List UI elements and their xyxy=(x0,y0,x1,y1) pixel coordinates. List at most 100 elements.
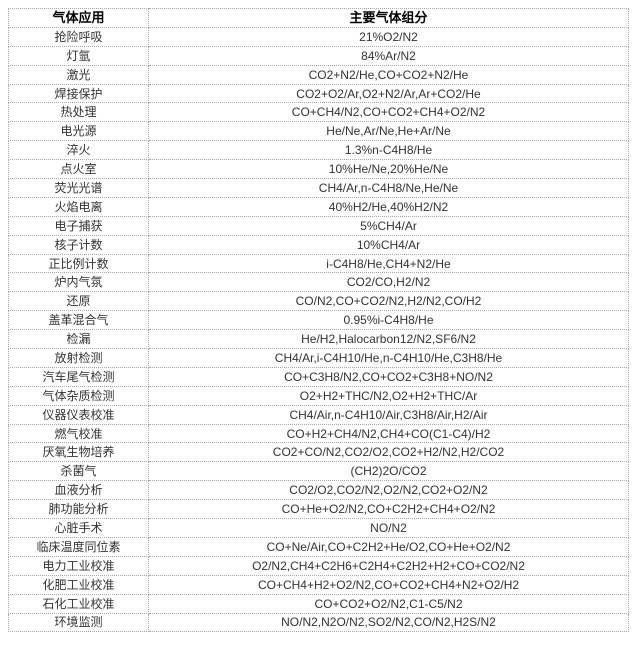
table-body: 抢险呼吸 21%O2/N2 灯氩 84%Ar/N2 激光 CO2+N2/He,CO+CO2… xyxy=(8,26,629,633)
table-row: 临床温度同位素 CO+Ne/Air,CO+C2H2+He/O2,CO+He+O2/… xyxy=(8,536,629,557)
application-cell: 杀菌气 xyxy=(8,461,149,482)
application-cell: 盖革混合气 xyxy=(8,310,149,331)
components-cell: O2+H2+THC/N2,O2+H2+THC/Ar xyxy=(148,385,629,406)
application-cell: 气体杂质检测 xyxy=(8,385,149,406)
components-cell: CO+He+O2/N2,CO+C2H2+CH4+O2/N2 xyxy=(148,499,629,520)
components-cell: CO2/CO,H2/N2 xyxy=(148,272,629,293)
application-cell: 燃气校准 xyxy=(8,423,149,444)
header-row: 气体应用 主要气体组分 xyxy=(8,8,629,28)
table-row: 肺功能分析 CO+He+O2/N2,CO+C2H2+CH4+O2/N2 xyxy=(8,499,629,520)
components-cell: 21%O2/N2 xyxy=(148,26,629,47)
application-cell: 化肥工业校准 xyxy=(8,574,149,595)
components-cell: CO+H2+CH4/N2,CH4+CO(C1-C4)/H2 xyxy=(148,423,629,444)
components-cell: 0.95%i-C4H8/He xyxy=(148,310,629,331)
table-row: 放射检测 CH4/Ar,i-C4H10/He,n-C4H10/He,C3H8/He xyxy=(8,348,629,368)
application-cell: 正比例计数 xyxy=(8,253,149,274)
application-cell: 电力工业校准 xyxy=(8,555,149,576)
application-cell: 还原 xyxy=(8,291,149,312)
table-row: 心脏手术 NO/N2 xyxy=(8,518,629,538)
components-cell: 5%CH4/Ar xyxy=(148,215,629,236)
components-cell: CO2+O2/Ar,O2+N2/Ar,Ar+CO2/He xyxy=(148,83,629,104)
table-row: 气体杂质检测 O2+H2+THC/N2,O2+H2+THC/Ar xyxy=(8,385,629,406)
components-cell: 1.3%n-C4H8/He xyxy=(148,140,629,161)
table-row: 电力工业校准 O2/N2,CH4+C2H6+C2H4+C2H2+H2+CO+CO2… xyxy=(8,555,629,576)
application-cell: 灯氩 xyxy=(8,45,149,66)
components-cell: NO/N2 xyxy=(148,518,629,538)
application-cell: 环境监测 xyxy=(8,612,149,633)
components-cell: He/H2,Halocarbon12/N2,SF6/N2 xyxy=(148,329,629,350)
application-cell: 血液分析 xyxy=(8,480,149,501)
application-cell: 心脏手术 xyxy=(8,518,149,538)
table-row: 厌氧生物培养 CO2+CO/N2,CO2/O2,CO2+H2/N2,H2/CO2 xyxy=(8,442,629,463)
application-cell: 淬火 xyxy=(8,140,149,161)
components-cell: 40%H2/He,40%H2/N2 xyxy=(148,196,629,217)
components-cell: CO2/O2,CO2/N2,O2/N2,CO2+O2/N2 xyxy=(148,480,629,501)
components-cell: CO+C3H8/N2,CO+CO2+C3H8+NO/N2 xyxy=(148,366,629,387)
components-cell: He/Ne,Ar/Ne,He+Ar/Ne xyxy=(148,121,629,142)
components-cell: 10%CH4/Ar xyxy=(148,234,629,255)
table-row: 杀菌气 (CH2)2O/CO2 xyxy=(8,461,629,482)
application-cell: 仪器仪表校准 xyxy=(8,404,149,425)
table-row: 核子计数 10%CH4/Ar xyxy=(8,234,629,255)
components-cell: CO2+CO/N2,CO2/O2,CO2+H2/N2,H2/CO2 xyxy=(148,442,629,463)
components-cell: 10%He/Ne,20%He/Ne xyxy=(148,159,629,180)
table-row: 电子捕获 5%CH4/Ar xyxy=(8,215,629,236)
application-cell: 热处理 xyxy=(8,102,149,123)
table-row: 淬火 1.3%n-C4H8/He xyxy=(8,140,629,161)
components-cell: CO+CH4/N2,CO+CO2+CH4+O2/N2 xyxy=(148,102,629,123)
application-cell: 激光 xyxy=(8,64,149,85)
application-cell: 石化工业校准 xyxy=(8,593,149,614)
gas-application-table: 气体应用 主要气体组分 抢险呼吸 21%O2/N2 灯氩 84%Ar/N2 激光 CO2+… xyxy=(8,8,629,633)
application-cell: 厌氧生物培养 xyxy=(8,442,149,463)
table-row: 抢险呼吸 21%O2/N2 xyxy=(8,26,629,47)
application-cell: 临床温度同位素 xyxy=(8,536,149,557)
components-cell: i-C4H8/He,CH4+N2/He xyxy=(148,253,629,274)
application-cell: 电子捕获 xyxy=(8,215,149,236)
table-row: 环境监测 NO/N2,N2O/N2,SO2/N2,CO/N2,H2S/N2 xyxy=(8,612,629,633)
application-cell: 放射检测 xyxy=(8,348,149,368)
table-row: 电光源 He/Ne,Ar/Ne,He+Ar/Ne xyxy=(8,121,629,142)
table-row: 化肥工业校准 CO+CH4+H2+O2/N2,CO+CO2+CH4+N2+O2/H… xyxy=(8,574,629,595)
components-cell: 84%Ar/N2 xyxy=(148,45,629,66)
application-cell: 炉内气氛 xyxy=(8,272,149,293)
table-row: 火焰电离 40%H2/He,40%H2/N2 xyxy=(8,196,629,217)
application-cell: 抢险呼吸 xyxy=(8,26,149,47)
table-row: 石化工业校准 CO+CO2+O2/N2,C1-C5/N2 xyxy=(8,593,629,614)
header-gas-application: 气体应用 xyxy=(8,8,149,28)
components-cell: CO+CH4+H2+O2/N2,CO+CO2+CH4+N2+O2/H2 xyxy=(148,574,629,595)
components-cell: (CH2)2O/CO2 xyxy=(148,461,629,482)
components-cell: O2/N2,CH4+C2H6+C2H4+C2H2+H2+CO+CO2/N2 xyxy=(148,555,629,576)
application-cell: 检漏 xyxy=(8,329,149,350)
components-cell: CH4/Air,n-C4H10/Air,C3H8/Air,H2/Air xyxy=(148,404,629,425)
components-cell: CH4/Ar,i-C4H10/He,n-C4H10/He,C3H8/He xyxy=(148,348,629,368)
components-cell: CO2+N2/He,CO+CO2+N2/He xyxy=(148,64,629,85)
table-header: 气体应用 主要气体组分 xyxy=(8,8,629,28)
header-main-gas-components: 主要气体组分 xyxy=(148,8,629,28)
application-cell: 火焰电离 xyxy=(8,196,149,217)
table-row: 检漏 He/H2,Halocarbon12/N2,SF6/N2 xyxy=(8,329,629,350)
table-row: 热处理 CO+CH4/N2,CO+CO2+CH4+O2/N2 xyxy=(8,102,629,123)
table-row: 盖革混合气 0.95%i-C4H8/He xyxy=(8,310,629,331)
application-cell: 焊接保护 xyxy=(8,83,149,104)
table-row: 荧光光谱 CH4/Ar,n-C4H8/Ne,He/Ne xyxy=(8,178,629,198)
table-row: 还原 CO/N2,CO+CO2/N2,H2/N2,CO/H2 xyxy=(8,291,629,312)
components-cell: CO/N2,CO+CO2/N2,H2/N2,CO/H2 xyxy=(148,291,629,312)
application-cell: 肺功能分析 xyxy=(8,499,149,520)
table-row: 激光 CO2+N2/He,CO+CO2+N2/He xyxy=(8,64,629,85)
table-row: 燃气校准 CO+H2+CH4/N2,CH4+CO(C1-C4)/H2 xyxy=(8,423,629,444)
table-row: 焊接保护 CO2+O2/Ar,O2+N2/Ar,Ar+CO2/He xyxy=(8,83,629,104)
application-cell: 电光源 xyxy=(8,121,149,142)
table-row: 灯氩 84%Ar/N2 xyxy=(8,45,629,66)
table-row: 点火室 10%He/Ne,20%He/Ne xyxy=(8,159,629,180)
table-row: 仪器仪表校准 CH4/Air,n-C4H10/Air,C3H8/Air,H2/Ai… xyxy=(8,404,629,425)
table-row: 炉内气氛 CO2/CO,H2/N2 xyxy=(8,272,629,293)
components-cell: NO/N2,N2O/N2,SO2/N2,CO/N2,H2S/N2 xyxy=(148,612,629,633)
application-cell: 汽车尾气检测 xyxy=(8,366,149,387)
table-row: 汽车尾气检测 CO+C3H8/N2,CO+CO2+C3H8+NO/N2 xyxy=(8,366,629,387)
components-cell: CH4/Ar,n-C4H8/Ne,He/Ne xyxy=(148,178,629,198)
table-row: 血液分析 CO2/O2,CO2/N2,O2/N2,CO2+O2/N2 xyxy=(8,480,629,501)
table-row: 正比例计数 i-C4H8/He,CH4+N2/He xyxy=(8,253,629,274)
components-cell: CO+Ne/Air,CO+C2H2+He/O2,CO+He+O2/N2 xyxy=(148,536,629,557)
components-cell: CO+CO2+O2/N2,C1-C5/N2 xyxy=(148,593,629,614)
application-cell: 核子计数 xyxy=(8,234,149,255)
